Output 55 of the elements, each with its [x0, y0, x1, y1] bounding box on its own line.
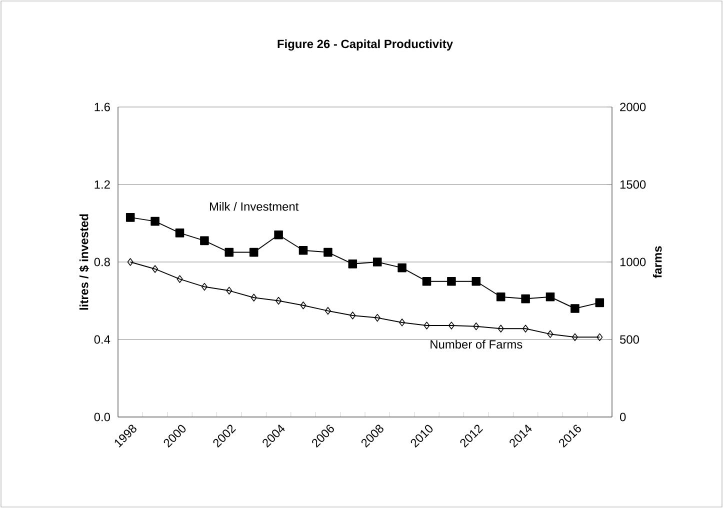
- point: [152, 265, 158, 273]
- point: [126, 213, 135, 222]
- point: [596, 333, 603, 342]
- point: [176, 275, 183, 283]
- point: [324, 306, 331, 315]
- point: [422, 276, 432, 286]
- point: [473, 322, 480, 330]
- point: [348, 260, 358, 268]
- y2-tick-label: 2000: [620, 102, 646, 112]
- point: [150, 216, 160, 226]
- point: [472, 276, 481, 286]
- y-tick-label: 0.4: [94, 335, 110, 344]
- point: [249, 248, 258, 257]
- point: [298, 246, 308, 255]
- point: [274, 230, 283, 240]
- y2-tick-label: 0: [620, 412, 626, 422]
- point: [424, 322, 430, 330]
- point: [175, 228, 184, 238]
- point: [398, 263, 406, 272]
- point: [498, 324, 504, 333]
- point: [127, 258, 134, 266]
- point: [399, 318, 406, 326]
- y-axis-title: litres / $ invested: [79, 214, 90, 310]
- chart-title: Figure 26 - Capital Productivity: [278, 39, 453, 51]
- series-label: Number of Farms: [430, 340, 522, 349]
- y2-tick-label: 500: [620, 335, 640, 344]
- y-tick-label: 1.6: [94, 102, 110, 112]
- point: [300, 302, 306, 310]
- point: [448, 322, 454, 330]
- y2-axis-title: farms: [652, 246, 662, 278]
- point: [226, 286, 232, 295]
- point: [447, 276, 456, 286]
- point: [200, 236, 209, 246]
- point: [521, 294, 530, 304]
- y-tick-label: 1.2: [94, 180, 110, 189]
- point: [250, 294, 257, 302]
- point: [546, 292, 555, 302]
- y-tick-label: 0.0: [94, 412, 110, 422]
- point: [547, 330, 554, 338]
- point: [570, 304, 580, 313]
- point: [350, 312, 356, 320]
- point: [276, 296, 282, 305]
- point: [374, 314, 380, 322]
- y2-tick-label: 1500: [620, 180, 646, 189]
- point: [496, 292, 506, 302]
- point: [522, 324, 529, 333]
- point: [224, 248, 234, 257]
- point: [324, 248, 332, 257]
- y2-tick-label: 1000: [620, 258, 646, 266]
- text: Milk / Investment: [210, 202, 299, 211]
- point: [572, 333, 578, 342]
- y-tick-label: 0.8: [94, 258, 110, 266]
- point: [595, 298, 604, 308]
- point: [372, 258, 382, 266]
- point: [201, 282, 208, 291]
